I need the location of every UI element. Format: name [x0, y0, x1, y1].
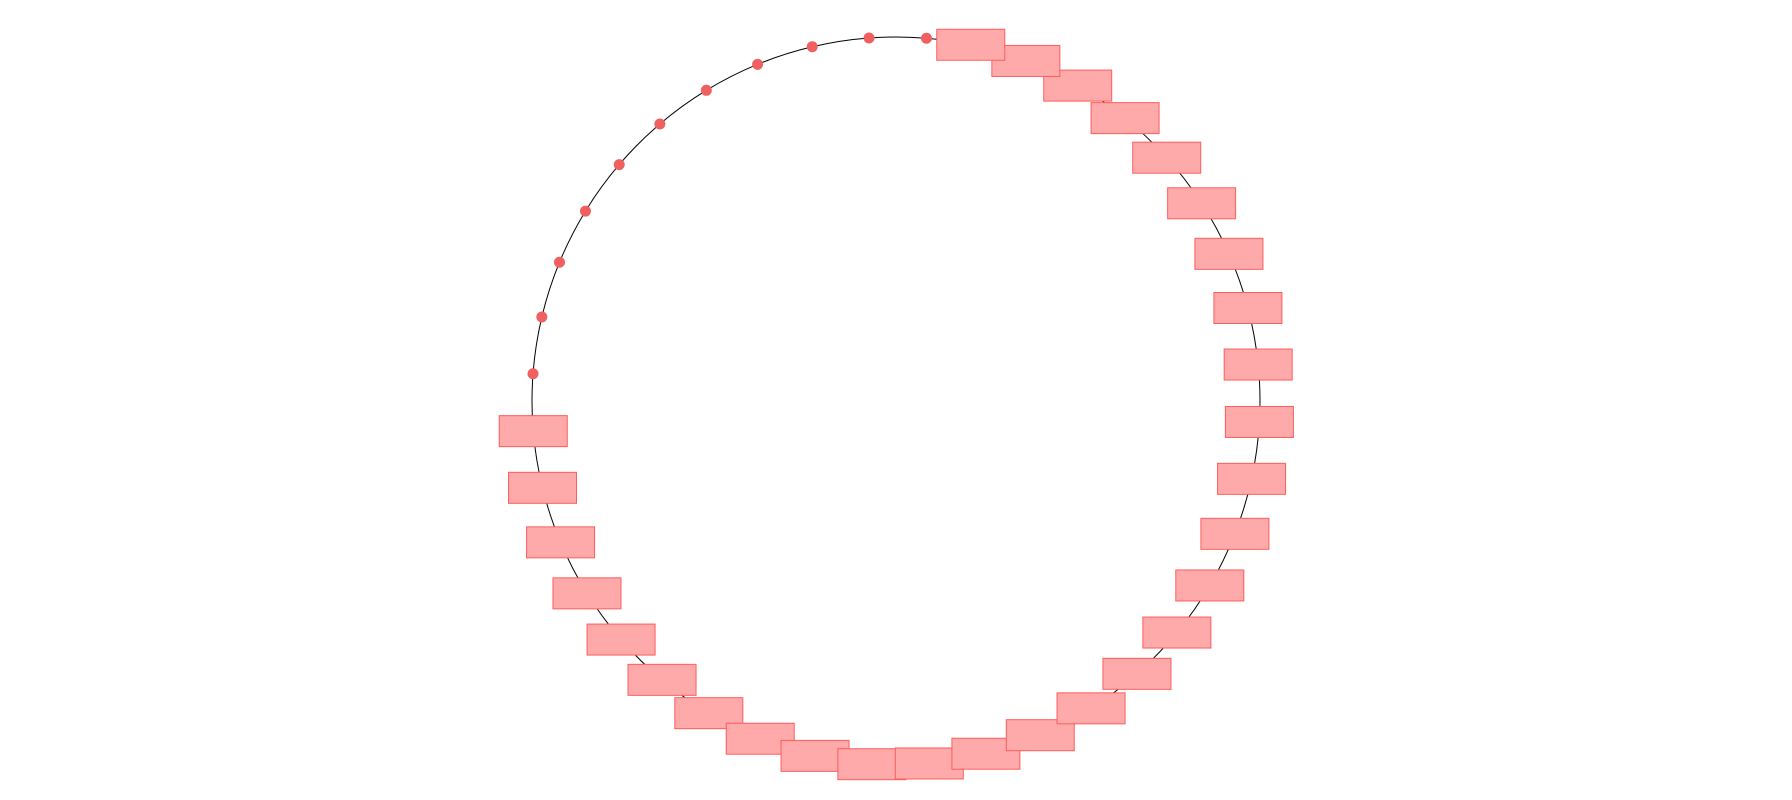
graph-node-dot: [613, 159, 625, 171]
graph-node-box: [498, 415, 568, 448]
graph-edge: [618, 123, 661, 165]
graph-edge: [868, 36, 927, 39]
graph-node-box: [1217, 462, 1287, 495]
graph-node-dot: [863, 32, 875, 44]
graph-node-box: [1056, 692, 1126, 725]
graph-node-box: [1005, 719, 1075, 752]
graph-node-box: [837, 748, 907, 781]
graph-node-box: [1167, 187, 1237, 220]
graph-node-box: [936, 28, 1006, 61]
graph-node-box: [1102, 657, 1172, 690]
graph-edge: [541, 262, 560, 318]
graph-node-dot: [700, 84, 712, 96]
graph-node-box: [1132, 141, 1202, 174]
graph-node-box: [508, 471, 578, 504]
graph-node-box: [1213, 292, 1283, 325]
graph-node-box: [586, 623, 656, 656]
graph-node-dot: [536, 311, 548, 323]
graph-node-dot: [752, 58, 764, 70]
graph-node-dot: [654, 118, 666, 130]
graph-node-box: [552, 577, 622, 610]
graph-node-dot: [579, 205, 591, 217]
node-layer: [498, 28, 1294, 781]
graph-edge: [559, 210, 586, 263]
graph-node-box: [1090, 102, 1160, 135]
graph-node-box: [627, 663, 697, 696]
graph-node-box: [1223, 348, 1293, 381]
graph-edge: [812, 37, 870, 48]
graph-edge: [757, 46, 813, 65]
graph-node-box: [1200, 517, 1270, 550]
graph-node-dot: [806, 41, 818, 53]
graph-node-box: [1175, 569, 1245, 602]
graph-node-box: [1043, 69, 1113, 102]
graph-node-dot: [920, 32, 932, 44]
graph-node-box: [1224, 405, 1294, 438]
graph-node-box: [1194, 237, 1264, 270]
graph-edge: [706, 63, 758, 91]
graph-node-box: [526, 526, 596, 559]
graph-node-dot: [553, 256, 565, 268]
graph-edge: [585, 164, 620, 212]
graph-edge: [532, 316, 543, 374]
graph-node-box: [1142, 616, 1212, 649]
graph-edge: [659, 89, 707, 125]
graph-node-dot: [527, 368, 539, 380]
